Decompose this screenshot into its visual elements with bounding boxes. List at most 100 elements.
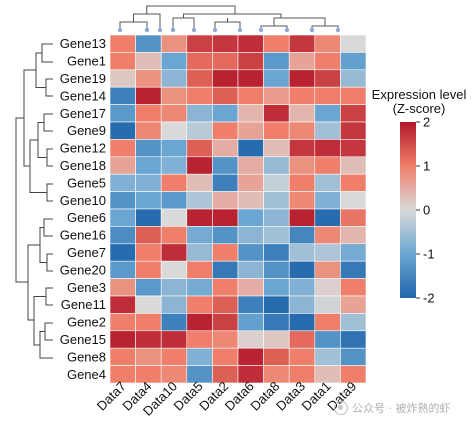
heatmap-cell [135, 260, 162, 279]
heatmap-cell [135, 69, 162, 88]
heatmap-cell [212, 86, 239, 105]
heatmap-cell [340, 295, 367, 314]
heatmap-cell [237, 243, 264, 262]
heatmap-cell [186, 295, 213, 314]
heatmap-cell [237, 173, 264, 192]
legend-tick-label: 0 [423, 203, 430, 218]
heatmap-cell [109, 52, 136, 71]
heatmap-cell [263, 121, 290, 140]
heatmap-cell [288, 226, 316, 245]
heatmap-cell [314, 347, 341, 366]
heatmap-cell [212, 330, 239, 349]
heatmap-cell [263, 260, 290, 279]
heatmap-cell [237, 330, 264, 349]
row-label: Gene14 [60, 88, 106, 103]
heatmap-cell [186, 52, 213, 71]
heatmap-cell [135, 104, 162, 123]
heatmap-cell [288, 191, 316, 210]
heatmap-cell [160, 226, 188, 245]
heatmap-cell [237, 121, 264, 140]
heatmap-cell [288, 86, 316, 105]
heatmap-cell [135, 313, 162, 332]
heatmap-cell [263, 52, 290, 71]
heatmap-cell [212, 156, 239, 175]
legend-ticks: 2 1 0 -1 -2 [416, 115, 435, 306]
heatmap-cell [237, 156, 264, 175]
heatmap-cell [314, 34, 341, 53]
heatmap-cell [263, 347, 290, 366]
heatmap-cell [186, 226, 213, 245]
heatmap-cell [340, 208, 367, 227]
heatmap-cell [340, 86, 367, 105]
heatmap-cell [288, 243, 316, 262]
heatmap-cell [263, 34, 290, 53]
heatmap-cell [186, 86, 213, 105]
heatmap-cell [314, 86, 341, 105]
heatmap-cell [340, 226, 367, 245]
heatmap-cell [288, 330, 316, 349]
heatmap-cell [263, 191, 290, 210]
heatmap-cell [340, 156, 367, 175]
legend-tick-label: -1 [423, 247, 435, 262]
heatmap-cell [340, 313, 367, 332]
heatmap-cell [160, 330, 188, 349]
heatmap-cell [212, 278, 239, 297]
heatmap-cell [212, 69, 239, 88]
heatmap-cell [109, 347, 136, 366]
heatmap-cell [186, 173, 213, 192]
color-legend: Expression level (Z-score) 2 1 0 -1 -2 [372, 87, 467, 306]
heatmap-cell [314, 69, 341, 88]
heatmap-cell [212, 260, 239, 279]
heatmap-cell [160, 156, 188, 175]
heatmap-cell [314, 313, 341, 332]
heatmap-cell [340, 347, 367, 366]
heatmap-cell [263, 226, 290, 245]
heatmap-cell [186, 260, 213, 279]
heatmap-cell [340, 330, 367, 349]
heatmap-cell [314, 191, 341, 210]
heatmap-cell [237, 191, 264, 210]
legend-title-line2: (Z-score) [393, 101, 446, 116]
heatmap-cell [288, 365, 316, 384]
heatmap-cell [160, 86, 188, 105]
heatmap-cell [212, 173, 239, 192]
heatmap-cell [263, 278, 290, 297]
heatmap-cell [135, 52, 162, 71]
heatmap-cell [212, 313, 239, 332]
row-label: Gene12 [60, 141, 106, 156]
heatmap-cell [263, 173, 290, 192]
row-label: Gene9 [67, 123, 106, 138]
row-label: Gene20 [60, 262, 106, 277]
heatmap-cell [288, 278, 316, 297]
heatmap-cell [288, 104, 316, 123]
heatmap-cell [109, 226, 136, 245]
heatmap-cell [186, 69, 213, 88]
heatmap-cell [160, 208, 188, 227]
heatmap-cell [237, 208, 264, 227]
heatmap-cell [186, 347, 213, 366]
heatmap-cell [135, 191, 162, 210]
heatmap-cell [263, 208, 290, 227]
legend-tick-label: 1 [423, 159, 430, 174]
heatmap-cell [160, 173, 188, 192]
legend-title-line1: Expression level [372, 87, 467, 102]
heatmap-cell [314, 156, 341, 175]
heatmap-cell [314, 243, 341, 262]
heatmap-cell [237, 86, 264, 105]
heatmap-cell [340, 173, 367, 192]
heatmap-cell [314, 208, 341, 227]
heatmap-cell [314, 365, 341, 384]
heatmap-cell [135, 208, 162, 227]
column-labels: Data7Data4Data10Data5Data2Data6Data8Data… [94, 379, 360, 419]
row-label: Gene19 [60, 71, 106, 86]
heatmap-cell [160, 365, 188, 384]
heatmap-cell [288, 139, 316, 158]
watermark-text: 公众号 · 被炸熟的虾 [352, 402, 451, 415]
heatmap-cell [109, 121, 136, 140]
heatmap-cell [212, 365, 239, 384]
heatmap-cell [186, 156, 213, 175]
heatmap-cell [212, 52, 239, 71]
heatmap-cell [288, 208, 316, 227]
heatmap-cell [340, 139, 367, 158]
